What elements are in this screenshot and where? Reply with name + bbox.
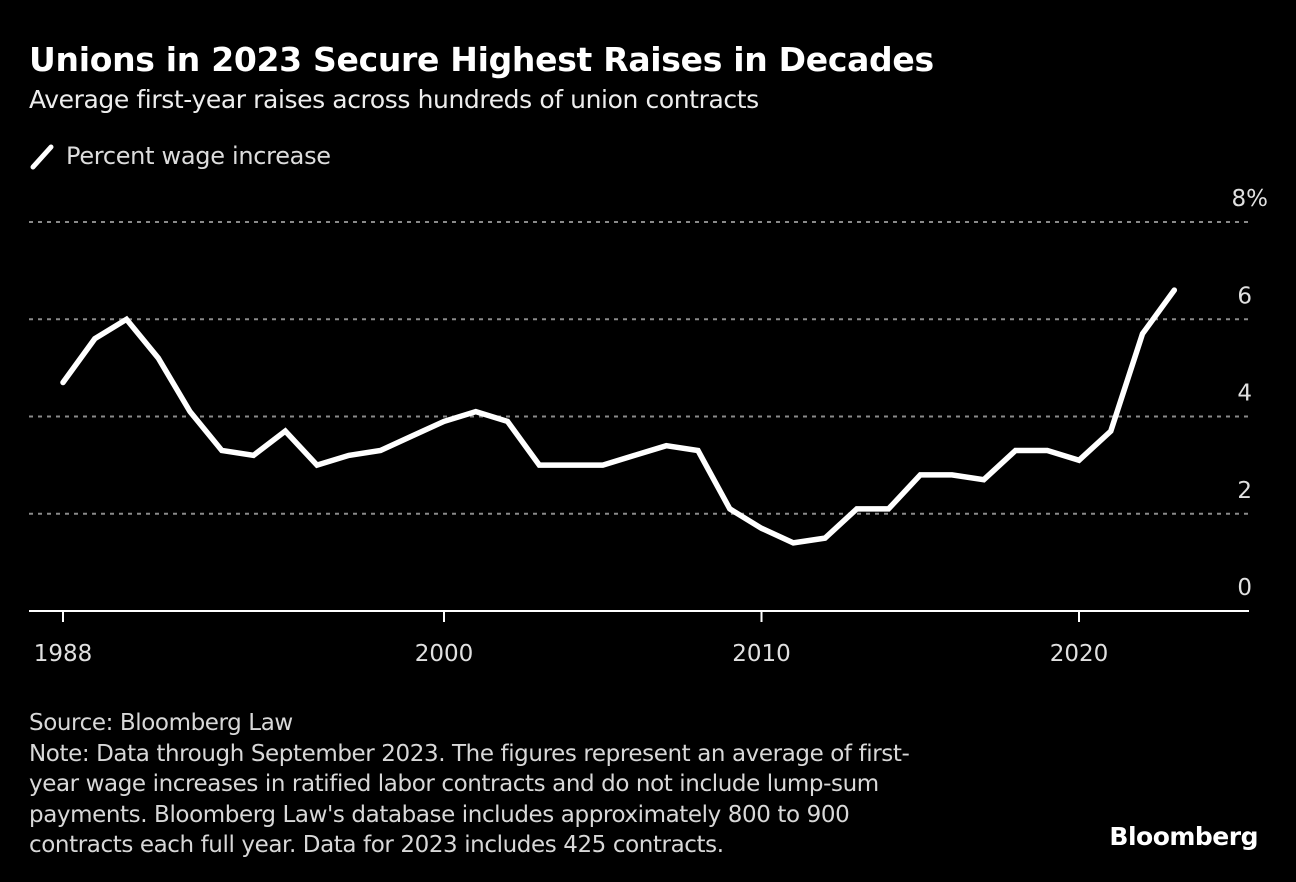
x-tick-label: 2000 (415, 641, 474, 667)
x-tick-label: 1988 (34, 641, 93, 667)
chart-subtitle: Average first-year raises across hundred… (29, 85, 759, 114)
bloomberg-logo: Bloomberg (1109, 822, 1258, 851)
chart-title: Unions in 2023 Secure Highest Raises in … (29, 40, 934, 79)
y-tick-label: 2 (1237, 478, 1252, 504)
legend-line-swatch-icon (30, 144, 54, 170)
note-line: contracts each full year. Data for 2023 … (29, 832, 724, 858)
x-tick-label: 2020 (1050, 641, 1109, 667)
series-line-percent-wage-increase (60, 287, 1178, 546)
note-line: Note: Data through September 2023. The f… (29, 740, 910, 767)
chart-footer: Source: Bloomberg Law Note: Data through… (29, 708, 910, 861)
source-text: Source: Bloomberg Law (29, 710, 293, 736)
note-line: payments. Bloomberg Law's database inclu… (29, 801, 850, 828)
y-tick-label: 6 (1237, 283, 1252, 309)
y-tick-label: 4 (1237, 381, 1252, 407)
y-tick-label: 0 (1237, 575, 1252, 601)
y-tick-label: 8% (1232, 186, 1269, 212)
line-chart: 0 2 4 6 8% 1988 2000 2010 2020 (29, 186, 1269, 667)
legend-label: Percent wage increase (66, 142, 331, 170)
note-line: year wage increases in ratified labor co… (29, 771, 879, 797)
legend: Percent wage increase (29, 141, 331, 171)
x-tick-label: 2010 (732, 641, 791, 667)
